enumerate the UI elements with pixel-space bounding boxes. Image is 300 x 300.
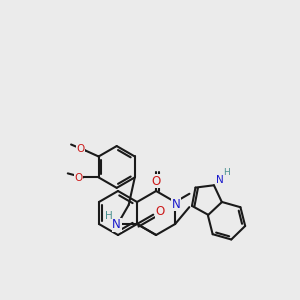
Text: O: O: [156, 205, 165, 218]
Text: N: N: [216, 175, 224, 185]
Text: O: O: [152, 175, 161, 188]
Text: H: H: [224, 168, 230, 177]
Text: N: N: [172, 197, 181, 211]
Text: O: O: [76, 145, 85, 154]
Text: H: H: [105, 211, 112, 221]
Text: N: N: [112, 218, 121, 232]
Text: O: O: [74, 173, 82, 183]
